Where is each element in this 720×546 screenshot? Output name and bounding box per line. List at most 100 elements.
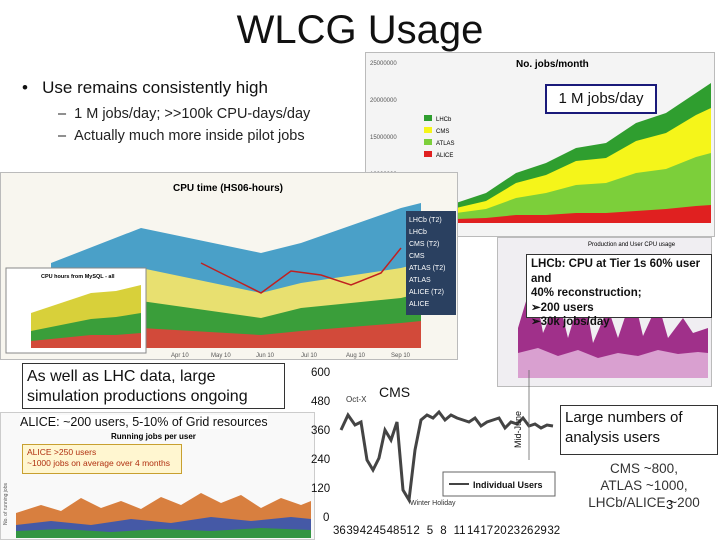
- cpu-legend-item: ATLAS: [409, 277, 431, 284]
- analysis-users-list: CMS ~800, ATLAS ~1000, LHCb/ALICE ~200: [574, 460, 714, 511]
- cpu-xtick: Aug 10: [346, 353, 366, 359]
- cms-xtick: 5: [427, 525, 433, 537]
- lhcb-chart: Production and User CPU usage: [518, 242, 708, 378]
- bullet-main: • Use remains consistently high: [22, 78, 268, 98]
- cpu-legend-box: [406, 211, 456, 315]
- cms-legend-label: Individual Users: [473, 480, 543, 490]
- alice-inset-line: ALICE >250 users: [27, 447, 97, 457]
- cpu-legend-item: ATLAS (T2): [409, 265, 445, 272]
- cpu-legend-item: LHCb: [409, 229, 427, 236]
- bullet-text: Use remains consistently high: [42, 78, 268, 97]
- alice-inset-line: ~1000 jobs on average over 4 months: [27, 458, 170, 468]
- cpu-legend-item: LHCb (T2): [409, 217, 442, 224]
- cpu-chart-panel: CPU time (HS06-hours) Apr 10 May 10 Jun …: [0, 172, 458, 360]
- slide-title: WLCG Usage: [236, 8, 484, 52]
- cpu-chart: CPU time (HS06-hours) Apr 10 May 10 Jun …: [5, 183, 456, 359]
- analysis-heading-line: analysis users: [565, 429, 661, 446]
- analysis-users-line: LHCb/ALICE ~200: [588, 495, 700, 510]
- lhcb-callout-line: ➢200 users: [531, 301, 594, 314]
- lhcb-callout: LHCb: CPU at Tier 1s 60% user and 40% re…: [526, 254, 712, 328]
- jobs-ytick: 20000000: [370, 98, 397, 104]
- sub-bullet-2: – Actually much more inside pilot jobs: [58, 128, 305, 144]
- analysis-users-heading: Large numbers of analysis users: [560, 405, 718, 455]
- cpu-xtick: Jun 10: [256, 353, 275, 359]
- alice-callout: As well as LHC data, large simulation pr…: [22, 363, 285, 409]
- legend-swatch-atlas: [424, 139, 432, 145]
- cms-ytick: 480: [311, 396, 330, 408]
- jobs-area-alice: [456, 205, 711, 223]
- jobs-area-atlas: [456, 153, 711, 223]
- alice-callout-line: As well as LHC data, large: [27, 368, 216, 385]
- cms-xtick: 17: [480, 525, 493, 537]
- cms-xtick: 26: [521, 525, 534, 537]
- lhcb-panel-title: Production and User CPU usage: [588, 242, 676, 248]
- legend-cms: CMS: [436, 129, 449, 135]
- cms-ytick: 120: [311, 483, 330, 495]
- sub-bullet-2-text: Actually much more inside pilot jobs: [74, 128, 305, 144]
- cms-xtick: 36: [333, 525, 346, 537]
- legend-swatch-lhcb: [424, 115, 432, 121]
- cpu-chart-title: CPU time (HS06-hours): [173, 183, 283, 194]
- page-number: 3: [666, 497, 674, 512]
- cpu-x-labels: Apr 10 May 10 Jun 10 Jul 10 Aug 10 Sep 1…: [171, 353, 411, 359]
- cms-xtick: 11: [454, 525, 466, 537]
- cms-xtick: 45: [373, 525, 386, 537]
- analysis-users-line: ATLAS ~1000,: [600, 478, 688, 493]
- cms-ytick: 240: [311, 454, 330, 466]
- cms-chart-panel: 600 480 360 240 120 0 Oct-X CMS Winter H…: [303, 360, 565, 540]
- cms-xtick: 51: [400, 525, 413, 537]
- lhcb-area-user: [518, 348, 708, 378]
- cpu-legend: LHCb (T2) LHCb CMS (T2) CMS ATLAS (T2) A…: [406, 211, 456, 315]
- cms-chart: 600 480 360 240 120 0 Oct-X CMS Winter H…: [311, 367, 560, 537]
- cms-xtick: 2: [413, 525, 419, 537]
- cpu-inset: CPU hours from MySQL - all: [5, 267, 147, 354]
- legend-swatch-alice: [424, 151, 432, 157]
- alice-chart-panel: Running jobs per user No. of running job…: [0, 412, 315, 540]
- jobs-chart: No. jobs/month 25000000 20000000 1500000…: [370, 59, 711, 223]
- cms-ytick: 600: [311, 367, 330, 379]
- cpu-inset-area3: [31, 333, 141, 348]
- cpu-xtick: May 10: [211, 353, 231, 359]
- cms-midjune-annotation: Mid-June: [513, 411, 523, 448]
- jobs-chart-title: No. jobs/month: [516, 59, 589, 70]
- cms-xtick: 32: [547, 525, 560, 537]
- cms-winter-annotation: Winter Holiday: [410, 500, 456, 507]
- cms-x-ticks: 36 39 42 45 48 51 2 5 8 11 14 17 20 23 26 29 32: [333, 525, 560, 537]
- cpu-xtick: Apr 10: [171, 353, 189, 359]
- cms-xtick: 8: [440, 525, 446, 537]
- cms-xtick: 29: [534, 525, 547, 537]
- analysis-users-line: CMS ~800,: [610, 461, 678, 476]
- alice-y-label: No. of running jobs: [3, 483, 9, 525]
- jobs-ytick: 15000000: [370, 135, 397, 141]
- cms-xtick: 20: [494, 525, 507, 537]
- cpu-legend-item: CMS (T2): [409, 241, 439, 248]
- cms-xtick: 23: [507, 525, 520, 537]
- cpu-xtick: Jul 10: [301, 353, 318, 359]
- legend-lhcb: LHCb: [436, 117, 452, 123]
- cms-legend: Individual Users: [442, 471, 556, 497]
- cms-label: CMS: [379, 384, 410, 400]
- alice-inset: ALICE >250 users ~1000 jobs on average o…: [22, 444, 182, 474]
- alice-chart: Running jobs per user No. of running job…: [3, 432, 311, 538]
- alice-area-3: [16, 528, 311, 538]
- cms-xtick: 39: [346, 525, 359, 537]
- cpu-inset-title: CPU hours from MySQL - all: [41, 274, 115, 280]
- jobs-ytick: 25000000: [370, 61, 397, 67]
- cpu-legend-item: CMS: [409, 253, 425, 260]
- analysis-heading-line: Large numbers of: [565, 409, 683, 426]
- cpu-legend-item: ALICE (T2): [409, 289, 444, 296]
- alice-note: ALICE: ~200 users, 5-10% of Grid resourc…: [20, 415, 268, 429]
- cpu-legend-item: ALICE: [409, 301, 430, 308]
- cpu-peak-line: [200, 247, 402, 294]
- lhcb-callout-line: 40% reconstruction;: [531, 287, 642, 299]
- cms-y-ticks: 600 480 360 240 120 0: [311, 367, 330, 524]
- legend-alice: ALICE: [436, 153, 453, 159]
- cms-users-line: [339, 409, 554, 505]
- cms-xtick: 42: [360, 525, 373, 537]
- sub-bullet-1-text: 1 M jobs/day; >>100k CPU-days/day: [74, 106, 311, 122]
- cms-ytick: 360: [311, 425, 330, 437]
- alice-callout-line: simulation productions ongoing: [27, 388, 248, 405]
- bullet-dot: •: [22, 78, 43, 97]
- legend-swatch-cms: [424, 127, 432, 133]
- cms-oct-annotation: Oct-X: [346, 395, 367, 404]
